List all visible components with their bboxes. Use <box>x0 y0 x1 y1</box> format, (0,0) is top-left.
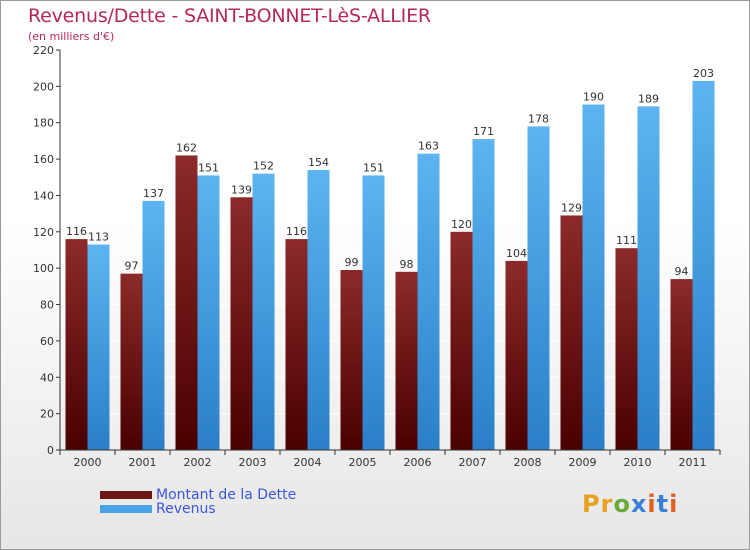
data-label-dette: 104 <box>506 247 527 260</box>
data-label-revenus: 171 <box>473 125 494 138</box>
data-label-revenus: 151 <box>363 161 384 174</box>
y-tick-label: 220 <box>33 44 54 57</box>
bar-revenus <box>527 126 550 450</box>
legend-label-dette: Montant de la Dette <box>156 487 297 503</box>
data-label-revenus: 189 <box>638 92 659 105</box>
data-label-dette: 94 <box>675 265 689 278</box>
bar-dette <box>65 239 88 450</box>
data-label-dette: 116 <box>286 225 307 238</box>
x-tick-label: 2004 <box>294 456 322 469</box>
bar-revenus <box>142 200 165 450</box>
data-label-dette: 120 <box>451 218 472 231</box>
y-tick-label: 200 <box>33 80 54 93</box>
bar-dette <box>450 231 473 450</box>
bar-dette <box>120 273 143 450</box>
bar-revenus <box>417 153 440 451</box>
bar-dette <box>175 155 198 451</box>
x-tick-label: 2001 <box>129 456 157 469</box>
data-label-dette: 116 <box>66 225 87 238</box>
chart-title: Revenus/Dette - SAINT-BONNET-LèS-ALLIER <box>28 5 431 27</box>
y-tick-label: 180 <box>33 117 54 130</box>
x-tick-label: 2008 <box>514 456 542 469</box>
y-tick-label: 160 <box>33 153 54 166</box>
legend-swatch-dette <box>100 491 152 499</box>
bar-revenus <box>637 106 660 450</box>
data-label-revenus: 190 <box>583 91 604 104</box>
bar-dette <box>340 270 363 450</box>
y-tick-label: 20 <box>40 408 54 421</box>
x-tick-label: 2000 <box>74 456 102 469</box>
data-label-revenus: 113 <box>88 231 109 244</box>
data-label-revenus: 152 <box>253 160 274 173</box>
y-tick-label: 120 <box>33 226 54 239</box>
legend-item-dette: Montant de la Dette <box>100 487 296 503</box>
data-label-dette: 99 <box>345 256 359 269</box>
data-label-revenus: 178 <box>528 112 549 125</box>
x-tick-label: 2011 <box>679 456 707 469</box>
data-label-revenus: 137 <box>143 187 164 200</box>
data-label-revenus: 203 <box>693 67 714 80</box>
data-label-dette: 98 <box>400 258 414 271</box>
data-label-revenus: 163 <box>418 140 439 153</box>
y-tick-label: 80 <box>40 299 54 312</box>
bar-dette <box>395 271 418 450</box>
bar-revenus <box>197 175 220 451</box>
bar-revenus <box>362 175 385 451</box>
y-tick-label: 60 <box>40 335 54 348</box>
bar-revenus <box>692 80 715 450</box>
data-label-revenus: 154 <box>308 156 329 169</box>
data-label-dette: 97 <box>125 260 139 273</box>
data-label-dette: 162 <box>176 141 197 154</box>
bar-revenus <box>307 170 330 450</box>
x-tick-label: 2010 <box>624 456 652 469</box>
data-label-dette: 111 <box>616 234 637 247</box>
x-tick-label: 2009 <box>569 456 597 469</box>
data-label-revenus: 151 <box>198 161 219 174</box>
y-tick-label: 40 <box>40 371 54 384</box>
bar-dette <box>560 215 583 450</box>
data-label-dette: 129 <box>561 201 582 214</box>
x-tick-label: 2006 <box>404 456 432 469</box>
y-tick-label: 100 <box>33 262 54 275</box>
legend-item-revenus: Revenus <box>100 501 216 517</box>
legend-label-revenus: Revenus <box>156 501 216 517</box>
x-tick-label: 2007 <box>459 456 487 469</box>
y-tick-label: 0 <box>47 444 54 457</box>
bar-dette <box>285 239 308 450</box>
x-tick-label: 2002 <box>184 456 212 469</box>
bar-revenus <box>252 173 275 451</box>
bar-dette <box>670 279 693 450</box>
x-tick-label: 2003 <box>239 456 267 469</box>
x-tick-label: 2005 <box>349 456 377 469</box>
bar-dette <box>230 197 253 450</box>
y-tick-label: 140 <box>33 189 54 202</box>
bar-revenus <box>87 244 110 450</box>
bar-dette <box>505 260 528 450</box>
bar-revenus <box>472 139 495 450</box>
bar-dette <box>615 248 638 450</box>
data-label-dette: 139 <box>231 183 252 196</box>
chart-subtitle: (en milliers d'€) <box>28 30 115 43</box>
bar-revenus <box>582 104 605 450</box>
legend-swatch-revenus <box>100 505 152 513</box>
proxiti-logo: Proxiti <box>582 490 679 518</box>
